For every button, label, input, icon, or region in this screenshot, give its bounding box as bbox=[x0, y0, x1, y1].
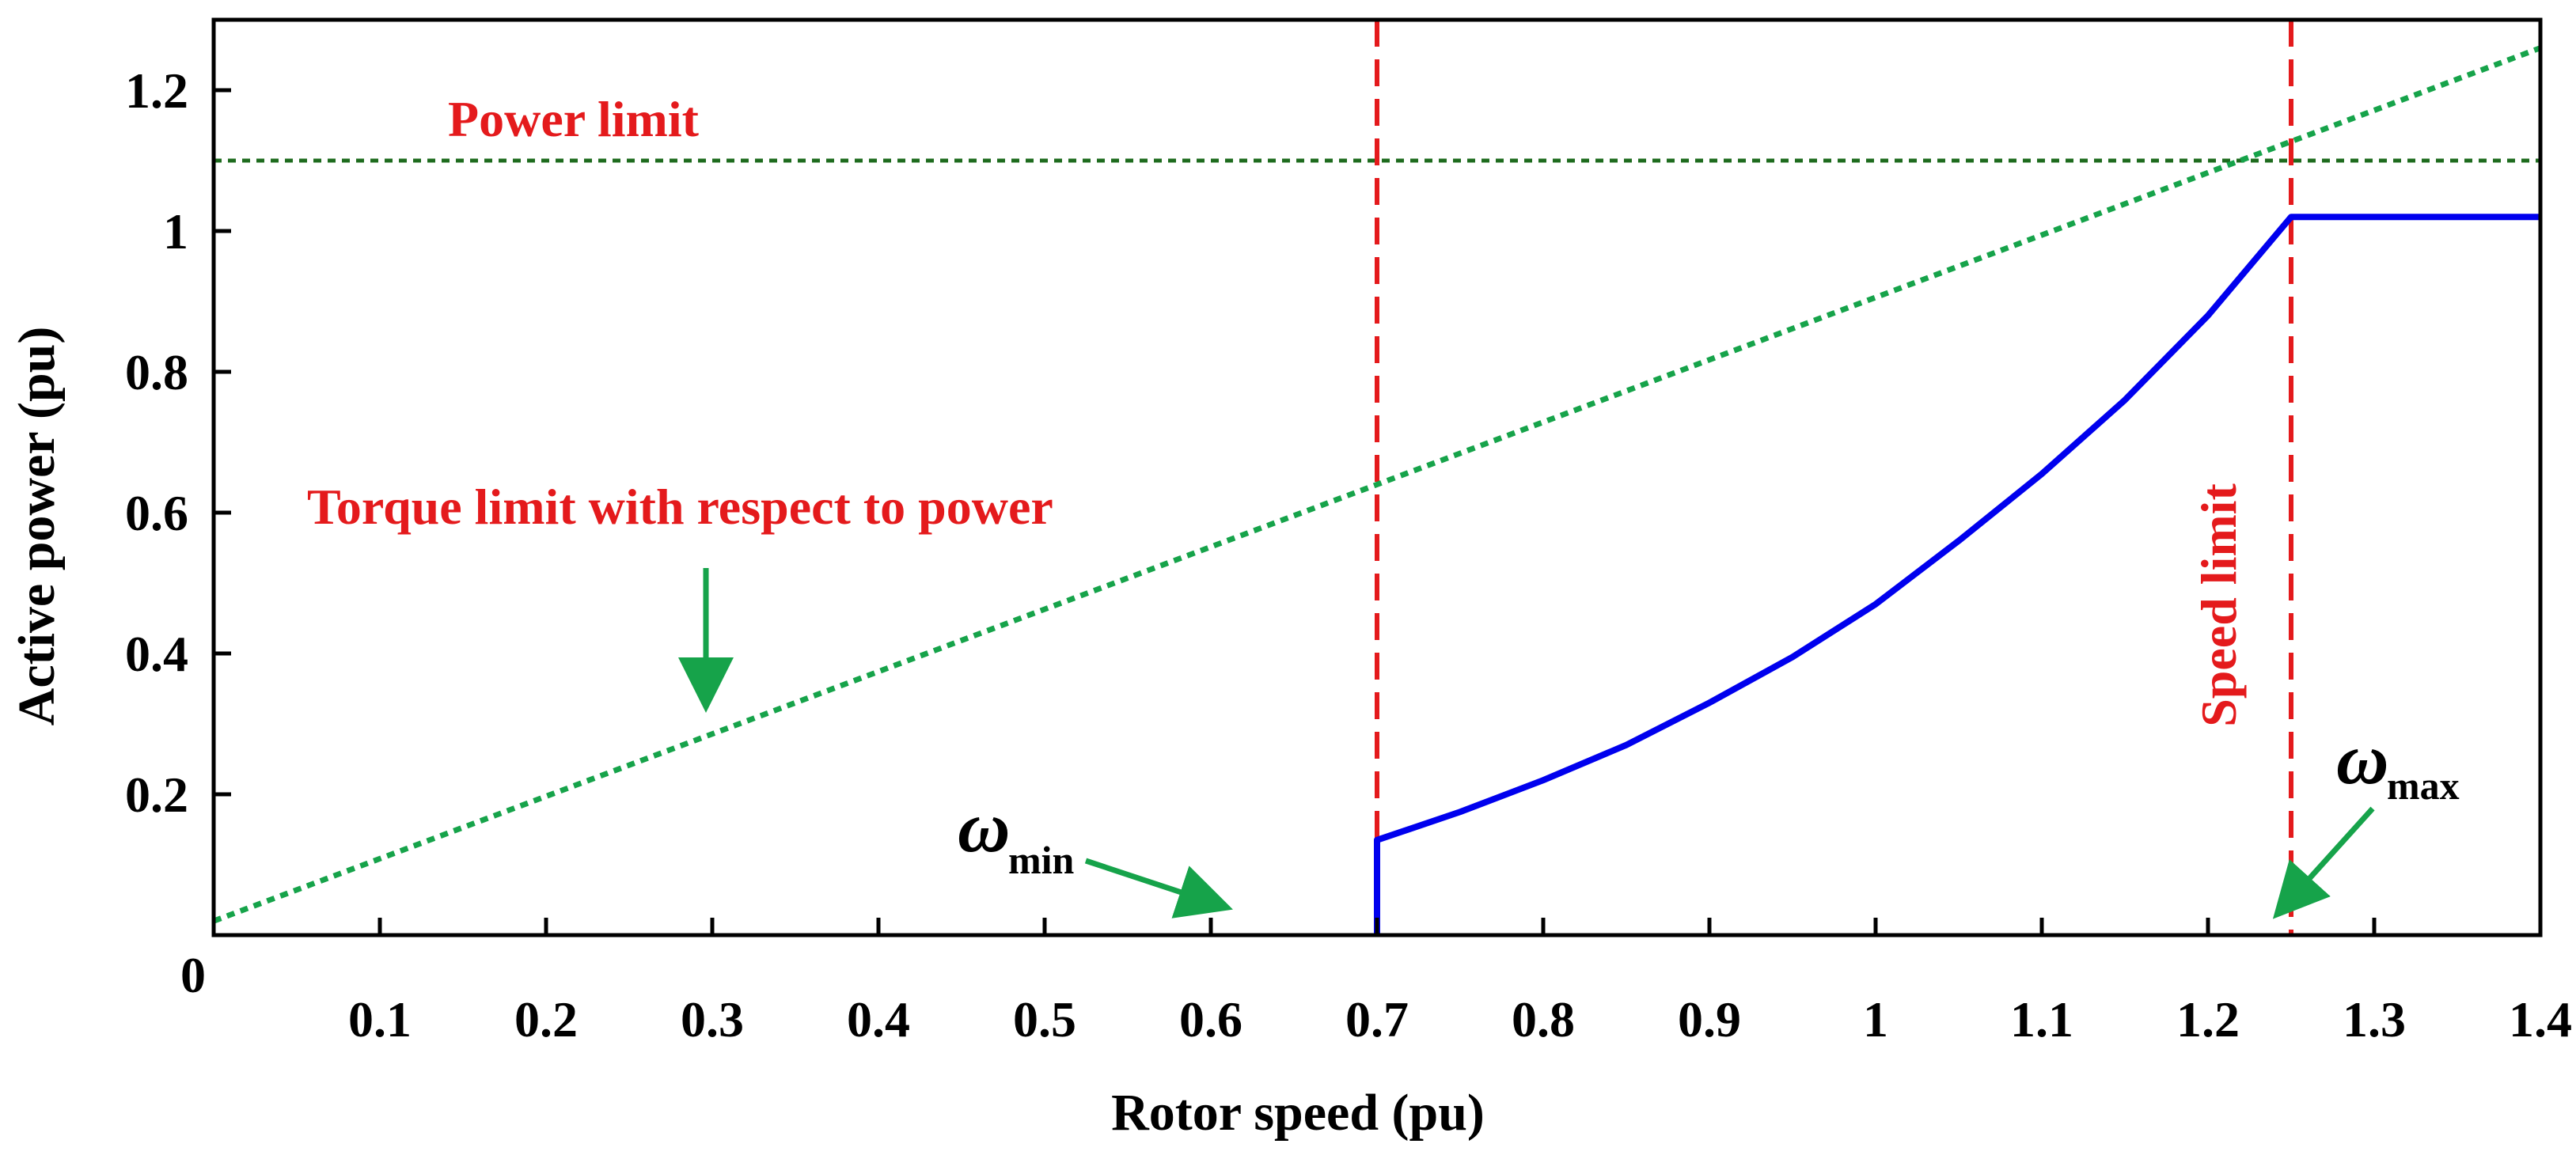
x-tick-label: 0.7 bbox=[1345, 991, 1409, 1047]
x-tick-label: 1.1 bbox=[2010, 991, 2073, 1047]
y-tick-label: 1 bbox=[163, 203, 188, 259]
plot-frame bbox=[211, 17, 2543, 937]
y-tick-label: 0.6 bbox=[125, 485, 188, 541]
series-0-line bbox=[1374, 214, 2540, 935]
x-axis-ticks: 0.1 0.2 0.3 0.4 0.5 0.6 0.7 0.8 0.9 1 1.1 1.2 1.3 1.4 bbox=[348, 918, 2572, 1047]
x-tick-label: 0.9 bbox=[1678, 991, 1741, 1047]
x-tick-label: 1.2 bbox=[2176, 991, 2240, 1047]
omega-max-symbol: ω bbox=[2336, 718, 2389, 799]
torque-limit-label: Torque limit with respect to power bbox=[307, 479, 1053, 535]
x-tick-label: 0.8 bbox=[1512, 991, 1575, 1047]
omega-min-arrow bbox=[1084, 858, 1233, 918]
y-tick-label: 0.8 bbox=[125, 344, 188, 400]
x-tick-label: 1.3 bbox=[2343, 991, 2406, 1047]
x-tick-label: 0.1 bbox=[348, 991, 412, 1047]
power-limit-label: Power limit bbox=[448, 91, 700, 147]
y-tick-label: 1.2 bbox=[125, 62, 188, 119]
series-1-line bbox=[212, 45, 2542, 924]
speed-limit-label: Speed limit bbox=[2191, 483, 2247, 727]
x-tick-label: 0.4 bbox=[847, 991, 910, 1047]
origin-label: 0 bbox=[180, 947, 206, 1003]
x-tick-label: 0.2 bbox=[514, 991, 578, 1047]
x-tick-label: 1 bbox=[1863, 991, 1888, 1047]
y-axis-ticks: 0.2 0.4 0.6 0.8 1 1.2 bbox=[125, 62, 231, 823]
x-tick-label: 0.6 bbox=[1179, 991, 1242, 1047]
omega-max-arrow bbox=[2272, 806, 2375, 919]
x-tick-label: 0.3 bbox=[681, 991, 744, 1047]
omega-min-symbol: ω bbox=[958, 786, 1011, 867]
omega-min-subscript: min bbox=[1008, 838, 1075, 882]
y-tick-label: 0.4 bbox=[125, 626, 188, 682]
x-tick-label: 1.4 bbox=[2509, 991, 2572, 1047]
omega-max-subscript: max bbox=[2387, 763, 2460, 808]
y-axis-label: Active power (pu) bbox=[8, 327, 66, 726]
y-tick-label: 0.2 bbox=[125, 767, 188, 823]
x-tick-label: 0.5 bbox=[1013, 991, 1076, 1047]
plot-area bbox=[212, 20, 2542, 935]
x-axis-label: Rotor speed (pu) bbox=[1111, 1084, 1485, 1142]
